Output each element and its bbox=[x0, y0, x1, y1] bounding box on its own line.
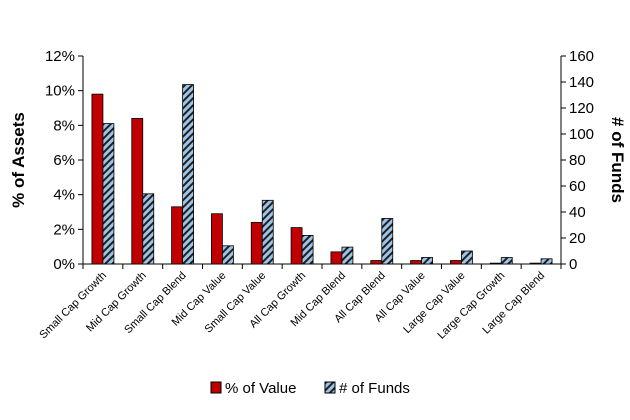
bar-value bbox=[370, 260, 383, 265]
bar-funds bbox=[182, 84, 194, 265]
bar-funds bbox=[540, 258, 553, 265]
bar-value bbox=[410, 260, 422, 265]
bar-funds bbox=[341, 246, 354, 265]
legend: % of Value # of Funds bbox=[210, 380, 410, 397]
bar-value bbox=[250, 221, 263, 265]
y-right-tick-label: 100 bbox=[569, 126, 594, 143]
bar-value bbox=[450, 260, 462, 265]
y-right-tick-label: 0 bbox=[569, 256, 577, 273]
legend-label-funds: # of Funds bbox=[339, 380, 410, 397]
y-left-tick-label: 2% bbox=[53, 221, 75, 238]
y-left-tick-label: 8% bbox=[53, 117, 75, 134]
bar-value bbox=[91, 93, 104, 265]
y-right-tick-label: 140 bbox=[569, 74, 594, 91]
legend-label-value: % of Value bbox=[225, 380, 296, 397]
y-left-tick-label: 4% bbox=[53, 187, 75, 204]
bar-funds bbox=[102, 123, 115, 265]
bar-funds bbox=[301, 234, 314, 265]
bar-value bbox=[489, 262, 502, 265]
y-right-tick-label: 60 bbox=[569, 178, 586, 195]
y-left-tick-label: 0% bbox=[53, 256, 75, 273]
bar-funds bbox=[222, 245, 234, 265]
bar-funds bbox=[381, 218, 394, 265]
bar-value bbox=[330, 251, 343, 265]
x-category-label: Small Cap Growth bbox=[37, 270, 109, 342]
y-right-tick-label: 40 bbox=[569, 204, 586, 221]
y-left-tick-label: 6% bbox=[53, 152, 75, 169]
y-right-tick-label: 80 bbox=[569, 152, 586, 169]
bar-value bbox=[529, 262, 542, 265]
bar-funds bbox=[500, 257, 513, 265]
y-right-tick-label: 120 bbox=[569, 100, 594, 117]
y-left-tick-label: 12% bbox=[45, 48, 75, 65]
y-right-axis-title: # of Funds bbox=[608, 117, 627, 203]
bar-funds bbox=[142, 193, 155, 265]
y-left-tick-label: 10% bbox=[45, 83, 75, 100]
bar-funds bbox=[421, 257, 433, 265]
y-right-tick-label: 20 bbox=[569, 230, 586, 247]
bar-value bbox=[131, 118, 144, 265]
bar-value bbox=[171, 206, 183, 265]
bar-value bbox=[290, 227, 303, 265]
y-right-tick-label: 160 bbox=[569, 48, 594, 65]
y-left-axis-title: % of Assets bbox=[9, 112, 28, 208]
legend-swatch-value bbox=[210, 381, 222, 394]
bar-value bbox=[211, 213, 223, 265]
x-category-label: Large Cap Growth bbox=[435, 270, 507, 342]
bar-funds bbox=[261, 199, 274, 265]
legend-swatch-funds bbox=[324, 381, 336, 394]
bar-funds bbox=[461, 250, 473, 265]
